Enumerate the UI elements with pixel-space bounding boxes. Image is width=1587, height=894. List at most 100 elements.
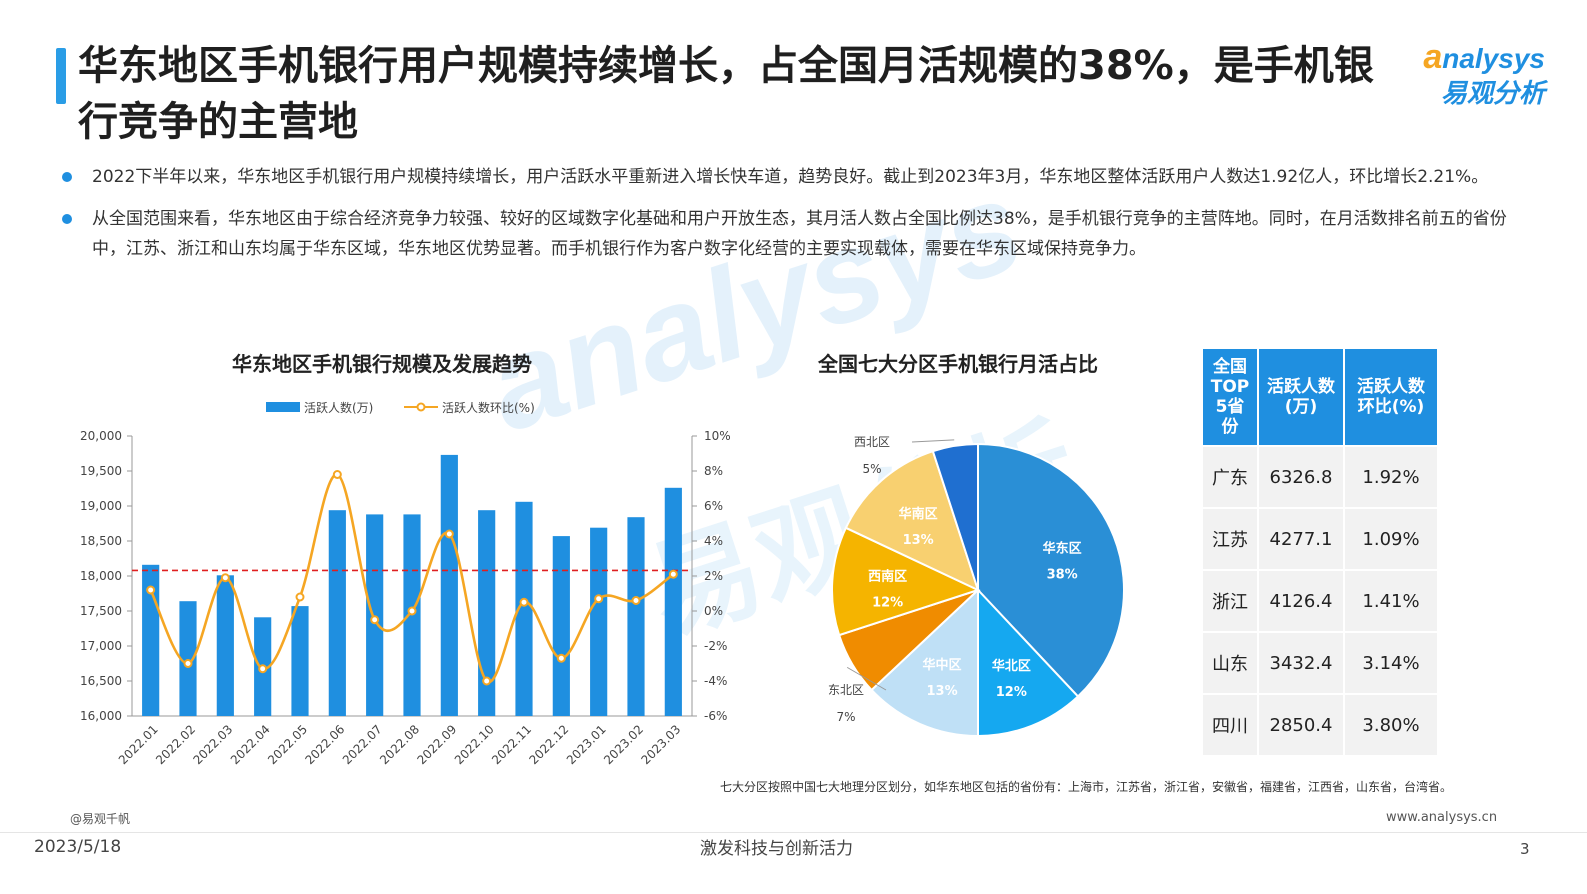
bullet-text: 从全国范围来看，华东地区由于综合经济竞争力较强、较好的区域数字化基础和用户开放生… [92, 209, 1507, 259]
logo-cn: 易观分析 [1440, 79, 1545, 109]
right-tick-label: 4% [704, 534, 723, 548]
pie-slice [831, 526, 981, 637]
x-tick-label: 2023.02 [601, 722, 646, 767]
legend-bar-label: 活跃人数(万) [304, 400, 373, 415]
bar [179, 601, 197, 716]
pie-slice [870, 587, 979, 738]
bar [515, 501, 533, 716]
left-tick-label: 19,000 [80, 499, 122, 513]
table-cell-growth: 1.09% [1345, 507, 1439, 569]
left-tick-label: 17,500 [80, 604, 122, 618]
right-tick-label: -2% [704, 639, 727, 653]
pie-slice [977, 442, 1125, 698]
pie-value-label: 12% [996, 685, 1027, 700]
x-tick-label: 2022.08 [377, 722, 422, 767]
table-header-row: 全国TOP5省份 活跃人数(万) 活跃人数环比(%) [1203, 349, 1439, 445]
table-row: 广东 6326.8 1.92% [1203, 445, 1439, 507]
x-tick-label: 2022.10 [452, 722, 497, 767]
footnote: 七大分区按照中国七大地理分区划分，如华东地区包括的省份有：上海市，江苏省，浙江省… [720, 780, 1453, 794]
line-point [519, 597, 529, 607]
legend-bar-swatch [266, 402, 300, 412]
table-row: 浙江 4126.4 1.41% [1203, 569, 1439, 631]
title-accent-bar [56, 48, 66, 104]
left-tick-label: 17,000 [80, 639, 122, 653]
x-tick-label: 2022.03 [190, 722, 235, 767]
bar [291, 606, 309, 716]
pie-label: 华中区 [923, 657, 962, 673]
line-point [482, 676, 492, 686]
footer-url: www.analysys.cn [1386, 810, 1498, 825]
table-cell-growth: 3.14% [1345, 631, 1439, 693]
left-tick-label: 18,000 [80, 569, 122, 583]
x-tick-label: 2022.07 [340, 722, 385, 767]
table-row: 山东 3432.4 3.14% [1203, 631, 1439, 693]
left-tick-label: 18,500 [80, 534, 122, 548]
line-point [631, 596, 641, 605]
bullet-list: 2022下半年以来，华东地区手机银行用户规模持续增长，用户活跃水平重新进入增长快… [62, 162, 1512, 276]
pie-value-label: 13% [903, 533, 934, 548]
x-tick-label: 2022.09 [414, 722, 459, 767]
bullet-dot-icon [62, 172, 72, 182]
line-point [220, 573, 230, 583]
x-tick-label: 2022.04 [228, 722, 273, 767]
table-row: 江苏 4277.1 1.09% [1203, 507, 1439, 569]
line-point [370, 615, 380, 625]
table-cell-users: 2850.4 [1259, 693, 1345, 755]
left-tick-label: 16,000 [80, 709, 122, 723]
logo-en-rest: nalysys [1442, 43, 1545, 74]
table-cell-province: 广东 [1203, 445, 1259, 507]
pie-label: 西北区 [854, 435, 890, 449]
page-title: 华东地区手机银行用户规模持续增长，占全国月活规模的38%，是手机银行竞争的主营地 [78, 43, 1374, 145]
footer-slogan: 激发科技与创新活力 [700, 839, 853, 859]
pie-slice [844, 449, 980, 592]
pie-slice [931, 442, 979, 591]
right-tick-label: 6% [704, 499, 723, 513]
pie-chart: 华东区 38% 华北区 12% 华中区 13% 东北区 7% 西南区 12% 华南区 13% 西北区 5% [828, 435, 1125, 738]
table-cell-growth: 1.41% [1345, 569, 1439, 631]
line-point [258, 664, 268, 674]
legend-line-label: 活跃人数环比(%) [442, 400, 535, 415]
right-tick-label: -4% [704, 674, 727, 688]
bar [627, 517, 645, 716]
table-cell-province: 浙江 [1203, 569, 1259, 631]
table-cell-growth: 1.92% [1345, 445, 1439, 507]
pie-value-label: 5% [862, 462, 881, 476]
pie-label: 华东区 [1043, 541, 1082, 557]
bullet-dot-icon [62, 214, 72, 224]
x-tick-label: 2022.02 [153, 722, 198, 767]
x-tick-label: 2023.03 [638, 722, 683, 767]
table-cell-province: 江苏 [1203, 507, 1259, 569]
bullet-item: 2022下半年以来，华东地区手机银行用户规模持续增长，用户活跃水平重新进入增长快… [62, 162, 1512, 192]
page-number: 3 [1520, 840, 1530, 858]
right-tick-label: 8% [704, 464, 723, 478]
pie-label: 华南区 [899, 506, 938, 522]
line-point [146, 585, 156, 595]
table-cell-growth: 3.80% [1345, 693, 1439, 755]
bar [590, 527, 608, 716]
bar-chart-title: 华东地区手机银行规模及发展趋势 [232, 352, 532, 376]
x-tick-label: 2022.01 [116, 722, 161, 767]
line-point [332, 470, 342, 479]
pie-chart-title: 全国七大分区手机银行月活占比 [818, 352, 1098, 376]
table-cell-users: 3432.4 [1259, 631, 1345, 693]
x-tick-label: 2022.06 [302, 722, 347, 767]
line-point [594, 594, 604, 604]
pie-label: 华北区 [992, 658, 1031, 674]
pie-leader-line [911, 439, 955, 443]
x-tick-label: 2022.11 [489, 722, 534, 767]
left-tick-label: 20,000 [80, 429, 122, 443]
x-tick-label: 2022.12 [526, 722, 571, 767]
table-row: 四川 2850.4 3.80% [1203, 693, 1439, 755]
table-cell-users: 4126.4 [1259, 569, 1345, 631]
legend-line-marker [416, 402, 426, 412]
bullet-text: 2022下半年以来，华东地区手机银行用户规模持续增长，用户活跃水平重新进入增长快… [92, 167, 1489, 187]
x-tick-label: 2022.05 [265, 722, 310, 767]
growth-line [149, 473, 675, 684]
bar [216, 575, 234, 716]
bar [552, 536, 570, 716]
table-header-growth: 活跃人数环比(%) [1345, 349, 1439, 445]
chart-legend: 活跃人数(万) 活跃人数环比(%) [266, 400, 535, 415]
table-header-province: 全国TOP5省份 [1203, 349, 1259, 445]
right-tick-label: 10% [704, 429, 731, 443]
pie-label: 东北区 [828, 683, 864, 697]
